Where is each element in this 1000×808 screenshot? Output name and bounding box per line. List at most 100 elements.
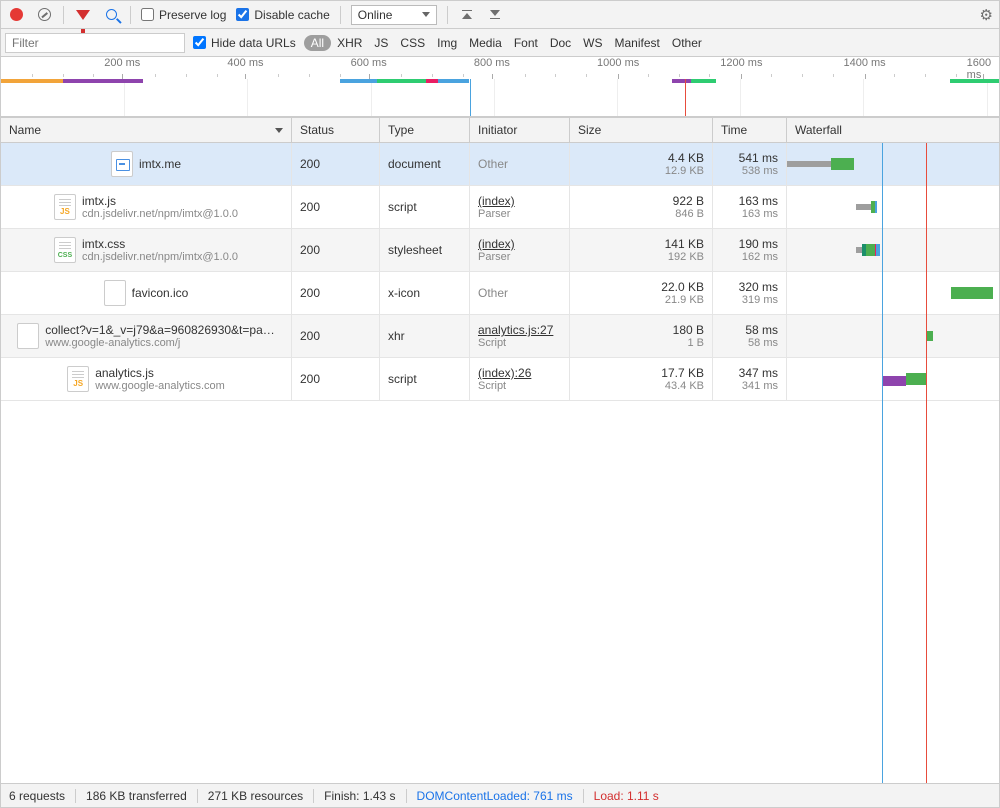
timeline-tick: 1400 ms — [843, 57, 885, 69]
disable-cache-checkbox[interactable]: Disable cache — [236, 8, 329, 22]
filter-type-doc[interactable]: Doc — [550, 36, 571, 50]
chevron-down-icon — [422, 12, 430, 17]
waterfall-dom-line — [882, 143, 883, 783]
clear-button[interactable] — [35, 6, 53, 24]
request-initiator: (index)Parser — [470, 229, 570, 271]
upload-har-icon[interactable] — [458, 6, 476, 24]
request-time: 320 ms319 ms — [713, 272, 787, 314]
timeline-tick: 200 ms — [104, 57, 140, 69]
request-size: 17.7 KB43.4 KB — [570, 358, 713, 400]
header-status[interactable]: Status — [292, 118, 380, 142]
table-row[interactable]: collect?v=1&_v=j79&a=960826930&t=pa…www.… — [1, 315, 999, 358]
timeline-segment — [672, 79, 690, 83]
status-load: Load: 1.11 s — [594, 789, 659, 803]
request-status: 200 — [292, 143, 380, 185]
timeline-tick: 600 ms — [351, 57, 387, 69]
request-domain: www.google-analytics.com — [95, 380, 225, 392]
timeline-overview[interactable]: 200 ms400 ms600 ms800 ms1000 ms1200 ms14… — [1, 57, 999, 117]
hide-data-urls-checkbox[interactable]: Hide data URLs — [193, 36, 296, 50]
request-initiator: analytics.js:27Script — [470, 315, 570, 357]
request-status: 200 — [292, 186, 380, 228]
file-js-icon — [67, 366, 89, 392]
filter-input[interactable] — [5, 33, 185, 53]
record-button[interactable] — [7, 6, 25, 24]
initiator-link[interactable]: (index) — [478, 237, 561, 251]
timeline-segment — [63, 79, 143, 83]
request-name: favicon.ico — [132, 286, 189, 300]
request-type: x-icon — [380, 272, 470, 314]
request-waterfall — [787, 186, 999, 228]
disable-cache-label: Disable cache — [254, 8, 329, 22]
filter-type-js[interactable]: JS — [374, 36, 388, 50]
filter-type-other[interactable]: Other — [672, 36, 702, 50]
header-name[interactable]: Name — [1, 118, 292, 142]
table-row[interactable]: favicon.ico 200x-iconOther22.0 KB21.9 KB3… — [1, 272, 999, 315]
request-size: 4.4 KB12.9 KB — [570, 143, 713, 185]
header-initiator[interactable]: Initiator — [470, 118, 570, 142]
gear-icon[interactable]: ⚙ — [980, 6, 993, 24]
request-status: 200 — [292, 272, 380, 314]
file-blank-icon — [104, 280, 126, 306]
file-js-icon — [54, 194, 76, 220]
filter-type-media[interactable]: Media — [469, 36, 502, 50]
request-status: 200 — [292, 229, 380, 271]
request-waterfall — [787, 358, 999, 400]
table-row[interactable]: analytics.jswww.google-analytics.com200s… — [1, 358, 999, 401]
timeline-segment — [377, 79, 426, 83]
initiator-link[interactable]: (index):26 — [478, 366, 561, 380]
throttle-select[interactable]: Online — [351, 5, 438, 25]
search-icon[interactable] — [102, 6, 120, 24]
header-type[interactable]: Type — [380, 118, 470, 142]
request-domain: cdn.jsdelivr.net/npm/imtx@1.0.0 — [82, 251, 238, 263]
request-waterfall — [787, 315, 999, 357]
status-bar: 6 requests 186 KB transferred 271 KB res… — [1, 783, 999, 807]
request-size: 180 B1 B — [570, 315, 713, 357]
request-domain: www.google-analytics.com/j — [45, 337, 275, 349]
table-row[interactable]: imtx.csscdn.jsdelivr.net/npm/imtx@1.0.0 2… — [1, 229, 999, 272]
filter-type-css[interactable]: CSS — [400, 36, 425, 50]
filter-type-ws[interactable]: WS — [583, 36, 602, 50]
header-time[interactable]: Time — [713, 118, 787, 142]
request-size: 22.0 KB21.9 KB — [570, 272, 713, 314]
file-doc-icon — [111, 151, 133, 177]
header-size[interactable]: Size — [570, 118, 713, 142]
timeline-segment — [438, 79, 469, 83]
filter-icon[interactable] — [74, 6, 92, 24]
filter-type-img[interactable]: Img — [437, 36, 457, 50]
request-waterfall — [787, 272, 999, 314]
filter-type-manifest[interactable]: Manifest — [615, 36, 660, 50]
timeline-segment — [950, 79, 999, 83]
request-name: imtx.css — [82, 237, 238, 251]
status-domcontentloaded: DOMContentLoaded: 761 ms — [417, 789, 573, 803]
timeline-segment — [691, 79, 716, 83]
request-initiator: Other — [470, 272, 570, 314]
table-row[interactable]: imtx.jscdn.jsdelivr.net/npm/imtx@1.0.020… — [1, 186, 999, 229]
timeline-tick: 1200 ms — [720, 57, 762, 69]
status-transferred: 186 KB transferred — [86, 789, 187, 803]
table-row[interactable]: imtx.me200documentOther4.4 KB12.9 KB541 … — [1, 143, 999, 186]
request-name: imtx.js — [82, 194, 238, 208]
request-status: 200 — [292, 315, 380, 357]
request-type: document — [380, 143, 470, 185]
filter-type-xhr[interactable]: XHR — [337, 36, 362, 50]
filter-type-all[interactable]: All — [304, 35, 331, 51]
request-initiator: (index)Parser — [470, 186, 570, 228]
initiator-link[interactable]: (index) — [478, 194, 561, 208]
timeline-segment — [1, 79, 63, 83]
initiator-link[interactable]: analytics.js:27 — [478, 323, 561, 337]
status-requests: 6 requests — [9, 789, 65, 803]
request-time: 58 ms58 ms — [713, 315, 787, 357]
request-initiator: Other — [470, 143, 570, 185]
preserve-log-checkbox[interactable]: Preserve log — [141, 8, 226, 22]
filter-type-font[interactable]: Font — [514, 36, 538, 50]
request-name: imtx.me — [139, 157, 181, 171]
header-waterfall[interactable]: Waterfall — [787, 118, 999, 142]
preserve-log-label: Preserve log — [159, 8, 226, 22]
request-type: script — [380, 358, 470, 400]
download-har-icon[interactable] — [486, 6, 504, 24]
request-time: 347 ms341 ms — [713, 358, 787, 400]
request-name: collect?v=1&_v=j79&a=960826930&t=pa… — [45, 323, 275, 337]
status-resources: 271 KB resources — [208, 789, 303, 803]
column-headers: Name Status Type Initiator Size Time Wat… — [1, 117, 999, 143]
request-waterfall — [787, 229, 999, 271]
